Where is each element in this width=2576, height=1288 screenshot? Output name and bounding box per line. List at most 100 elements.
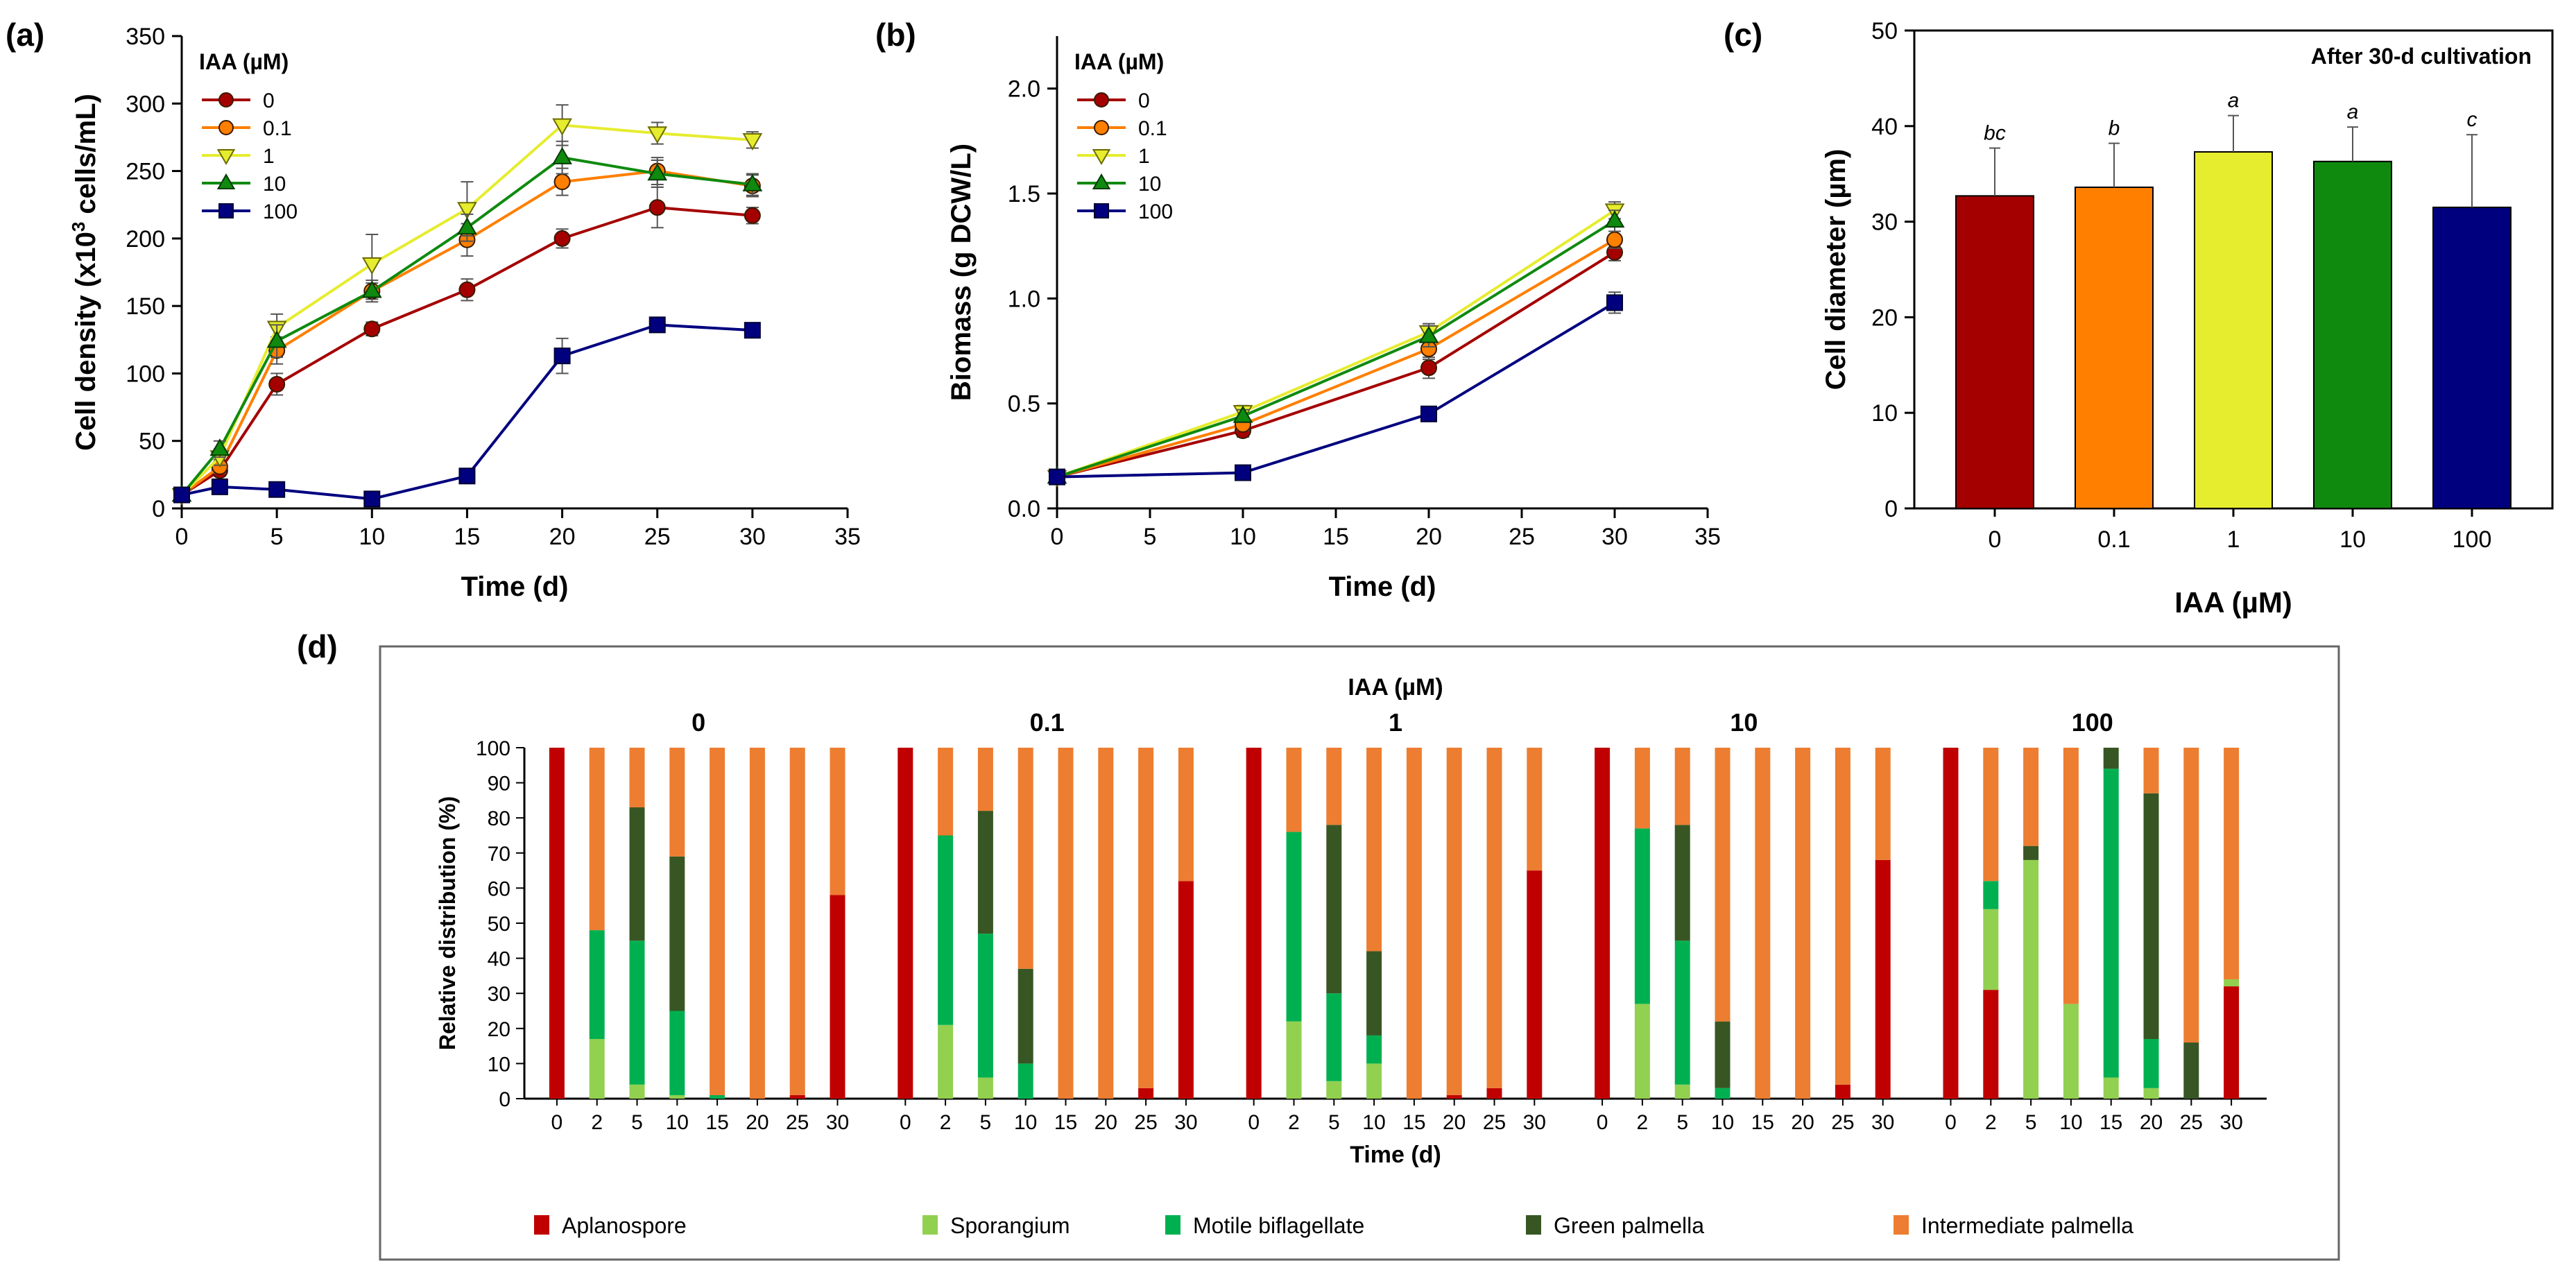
bar-1: [2194, 151, 2273, 510]
data-point: [1049, 468, 1065, 486]
data-point: [268, 375, 286, 393]
data-point: [1604, 210, 1625, 228]
x-tick-label-d: 20: [1094, 1111, 1117, 1134]
stack-segment-intermediate-palmella: [1755, 748, 1771, 1099]
y-tick-label-b: 2.0: [1008, 76, 1040, 103]
legend-entry-1: 1: [263, 145, 275, 168]
legend-marker-0.1: [1094, 120, 1109, 135]
y-tick-label-c: 40: [1871, 114, 1898, 140]
data-point: [1420, 405, 1437, 422]
legend-entry: Intermediate palmella: [1921, 1213, 2133, 1238]
stack-segment-intermediate-palmella: [1486, 748, 1502, 1088]
y-axis-title-c: Cell diameter (µm): [1821, 149, 1851, 390]
stack-segment-motile-biflagellate: [2143, 1038, 2159, 1088]
group-0: 00 2 5 10 15 20 25 30: [549, 708, 849, 1134]
x-tick-label-d: 30: [826, 1111, 849, 1134]
y-tick-label-a: 0: [152, 496, 165, 522]
stack-segment-green-palmella: [1715, 1021, 1731, 1088]
x-tick-label-d: 25: [1134, 1111, 1157, 1134]
x-tick-label-d: 2: [940, 1111, 952, 1134]
stack-segment-motile-biflagellate: [669, 1011, 685, 1095]
legend-entry-100: 100: [263, 200, 298, 223]
significance-label: b: [2109, 117, 2120, 140]
x-tick-label-b: 20: [1416, 524, 1442, 550]
series-line-100: [181, 323, 753, 501]
stack-segment-sporangium: [1634, 1004, 1650, 1099]
series-a-100: [173, 316, 761, 508]
stack-segment-sporangium: [1326, 1081, 1342, 1099]
x-tick-label-d: 10: [2059, 1111, 2082, 1134]
data-point: [211, 478, 228, 495]
x-tick-label-d: 5: [980, 1111, 992, 1134]
group-label: 100: [2072, 708, 2113, 737]
legend-b: IAA (µM) 0 0.1 1 10 100: [1074, 49, 1173, 223]
stack-segment-intermediate-palmella: [977, 748, 993, 812]
data-point: [649, 316, 666, 334]
x-tick-label-d: 5: [2025, 1111, 2037, 1134]
data-point: [1418, 325, 1439, 343]
y-tick-label-d: 50: [488, 913, 510, 936]
stack-segment-aplanospore: [1875, 859, 1891, 1099]
x-tick-label-c: 1: [2227, 526, 2240, 553]
stack-segment-intermediate-palmella: [669, 748, 685, 857]
legend-entry-1: 1: [1138, 145, 1150, 168]
x-tick-label-c: 10: [2339, 526, 2366, 553]
x-tick-label-d: 30: [1523, 1111, 1546, 1134]
stack-segment-aplanospore: [898, 748, 913, 1099]
data-point: [458, 281, 476, 298]
legend-d: Aplanospore Sporangium Motile biflagellate…: [534, 1213, 2133, 1238]
stack-segment-motile-biflagellate: [1326, 993, 1342, 1081]
data-point: [1606, 231, 1623, 248]
panel-label-d: (d): [297, 628, 338, 664]
stack-segment-green-palmella: [1326, 825, 1342, 994]
x-tick-label-d: 25: [1831, 1111, 1854, 1134]
series-line-100: [1056, 301, 1616, 479]
stack-segment-sporangium: [2103, 1077, 2119, 1099]
series-line-1: [180, 123, 753, 496]
x-tick-label-d: 25: [786, 1111, 809, 1134]
y-tick-label-b: 0.5: [1008, 391, 1040, 418]
data-point: [458, 467, 476, 485]
stack-segment-intermediate-palmella: [1835, 748, 1851, 1085]
stack-segment-aplanospore: [1527, 870, 1543, 1099]
stack-segment-motile-biflagellate: [1674, 941, 1690, 1085]
stack-segment-intermediate-palmella: [629, 748, 645, 808]
stack-segment-sporangium: [589, 1038, 605, 1099]
stack-segment-intermediate-palmella: [789, 748, 805, 1095]
stack-segment-green-palmella: [669, 856, 685, 1011]
data-point: [742, 173, 763, 191]
stack-segment-intermediate-palmella: [1527, 748, 1543, 871]
data-point: [173, 486, 190, 504]
stack-segment-motile-biflagellate: [1983, 881, 1999, 909]
data-point: [553, 173, 571, 191]
stack-segment-sporangium: [2224, 979, 2240, 987]
legend-marker-0.1: [218, 120, 234, 135]
stack-segment-sporangium: [1983, 909, 1999, 990]
stack-segment-intermediate-palmella: [749, 748, 765, 1099]
stack-segment-motile-biflagellate: [2103, 768, 2119, 1078]
stack-segment-intermediate-palmella: [1674, 748, 1690, 825]
legend-entry: Aplanospore: [562, 1213, 687, 1238]
y-tick-label-d: 60: [488, 877, 510, 900]
data-point: [209, 438, 230, 456]
data-point: [268, 481, 286, 498]
series-line-0.1: [180, 169, 753, 497]
stack-segment-intermediate-palmella: [2224, 748, 2240, 979]
stack-segment-intermediate-palmella: [1715, 748, 1731, 1022]
y-tick-label-c: 30: [1871, 209, 1898, 236]
x-tick-label-d: 5: [631, 1111, 643, 1134]
group-0.1: 0.10 2 5 10 15 20 25 30: [898, 708, 1198, 1134]
panel-label-a: (a): [6, 17, 44, 53]
data-point: [553, 230, 571, 247]
data-point: [552, 118, 572, 136]
x-tick-label-d: 10: [1362, 1111, 1385, 1134]
x-tick-label-d: 25: [2180, 1111, 2203, 1134]
stack-segment-aplanospore: [1983, 990, 1999, 1099]
y-tick-label-c: 0: [1884, 496, 1898, 522]
x-tick-label-d: 0: [900, 1111, 911, 1134]
x-tick-label-d: 15: [1054, 1111, 1077, 1134]
stack-segment-intermediate-palmella: [1795, 748, 1811, 1099]
series-a-10: [171, 140, 763, 502]
data-point: [647, 163, 668, 181]
